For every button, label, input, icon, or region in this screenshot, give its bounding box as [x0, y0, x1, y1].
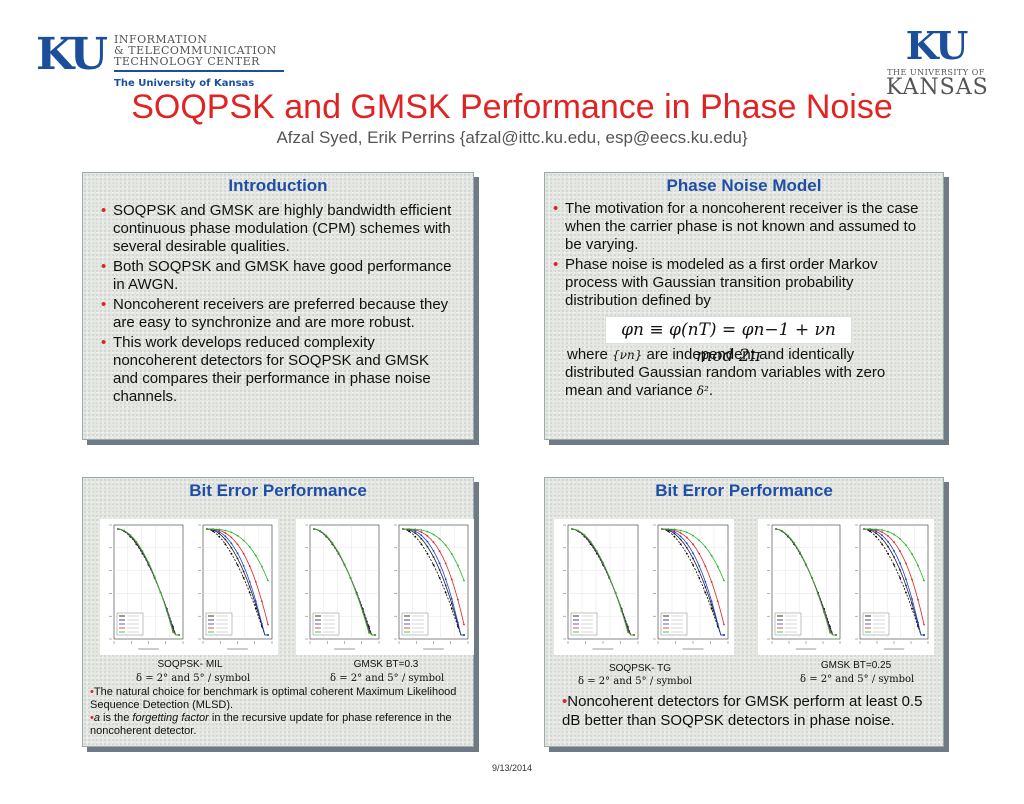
ber-curve [775, 528, 836, 636]
delta-caption-right-b: δ = 2° and 5° / symbol [800, 674, 915, 685]
curve-marker [463, 634, 465, 636]
ber-curve [117, 528, 179, 636]
ku-logo-kansas: KANSAS [886, 75, 989, 100]
ber-curve [207, 528, 269, 625]
list-item: • Noncoherent receivers are preferred bec… [101, 296, 449, 331]
ber-curve [403, 528, 465, 581]
ber-curve [313, 528, 375, 636]
list-item: • Phase noise is modeled as a first order… [553, 256, 878, 309]
ittc-name: INFORMATION & TELECOMMUNICATION TECHNOLO… [114, 33, 277, 68]
caption-gmsk-025: GMSK BT=0.25 [820, 660, 892, 671]
ber-curve [661, 528, 724, 636]
phase-noise-list: • The motivation for a noncoherent receiv… [545, 200, 943, 310]
ber-figure-soqpsk-mil [100, 519, 278, 655]
ber-right-title: Bit Error Performance [655, 481, 833, 500]
ber-curve [207, 528, 269, 581]
delta-caption-left-b: δ = 2° and 5° / symbol [330, 673, 445, 684]
ber-curve [863, 528, 924, 636]
ber-left-title: Bit Error Performance [189, 481, 367, 500]
ku-logo: KU THE UNIVERSITY OF KANSAS [886, 23, 989, 106]
bullet-icon: • [101, 258, 107, 275]
delta-squared-symbol: δ² [696, 384, 709, 398]
poster-title: SOQPSK and GMSK Performance in Phase Noi… [131, 88, 893, 126]
ku-logo-subtitle: THE UNIVERSITY OF [887, 68, 985, 77]
list-item: • The motivation for a noncoherent receiv… [553, 200, 919, 253]
poster-authors: Afzal Syed, Erik Perrins {afzal@ittc.ku.… [276, 128, 748, 147]
ber-curve [661, 528, 724, 636]
phase-noise-title: Phase Noise Model [666, 176, 822, 195]
ber-curve [206, 528, 268, 636]
introduction-list: • SOQPSK and GMSK are highly bandwidth ef… [83, 202, 473, 406]
phase-noise-panel: Phase Noise Model • The motivation for a … [544, 172, 944, 440]
list-item: • This work develops reduced complexity n… [101, 334, 431, 405]
ber-plot-pair [563, 524, 729, 650]
curve-marker [267, 634, 269, 636]
list-item: • SOQPSK and GMSK are highly bandwidth ef… [101, 202, 452, 255]
ber-curve [206, 528, 268, 636]
ber-curve [864, 528, 925, 625]
ber-curve [863, 528, 924, 636]
ber-curve [662, 528, 725, 581]
bullet-icon: • [553, 256, 559, 273]
ber-curve [402, 528, 464, 636]
ber-curve [863, 528, 924, 636]
ittc-divider [114, 70, 284, 72]
ber-curve [402, 528, 464, 636]
caption-soqpsk-tg: SOQPSK- TG [608, 663, 672, 674]
ittc-logo: KU INFORMATION & TELECOMMUNICATION TECHN… [36, 29, 284, 96]
bullet-icon: • [562, 693, 568, 710]
ber-plot-pair [109, 524, 273, 650]
delta-caption-left-a: δ = 2° and 5° / symbol [136, 673, 251, 684]
bullet-icon: • [90, 686, 94, 698]
caption-soqpsk-mil: SOQPSK- MIL [157, 659, 223, 670]
curve-marker [893, 564, 895, 566]
ber-curve [571, 528, 634, 636]
bullet-icon: • [553, 200, 559, 217]
list-item: • Both SOQPSK and GMSK have good performa… [101, 258, 452, 293]
caption-gmsk-03: GMSK BT=0.3 [353, 659, 419, 670]
ber-plot-pair [305, 524, 469, 650]
ber-right-note: •Noncoherent detectors for GMSK perform … [562, 693, 923, 729]
delta-caption-right-a: δ = 2° and 5° / symbol [578, 676, 693, 687]
bullet-icon: • [90, 712, 94, 724]
phase-noise-explanation: where {νn} are independent and identical… [565, 346, 886, 399]
ber-curve [403, 528, 465, 625]
introduction-title: Introduction [228, 176, 328, 195]
ku-monogram: KU [905, 23, 969, 68]
ber-figure-gmsk-03 [296, 519, 474, 655]
bullet-icon: • [101, 202, 107, 219]
ber-plot-pair [767, 524, 929, 650]
nu-symbol: {νn} [612, 348, 643, 362]
phase-noise-equation: φn ≡ φ(nT) = φn−1 + νn mod 2π [605, 316, 852, 366]
ittc-university: The University of Kansas [114, 78, 255, 89]
bullet-icon: • [101, 296, 107, 313]
ber-curve [206, 528, 268, 636]
ber-curve [661, 528, 724, 636]
bullet-icon: • [101, 334, 107, 351]
ber-figure-gmsk-025 [758, 519, 934, 655]
ber-curve [864, 528, 925, 581]
introduction-panel: Introduction • SOQPSK and GMSK are highly… [82, 172, 474, 440]
ber-figure-soqpsk-tg [554, 519, 734, 655]
ittc-ku-monogram: KU [36, 29, 108, 80]
ber-left-note: •The natural choice for benchmark is opt… [90, 686, 457, 737]
ber-curve [402, 528, 464, 636]
ber-curve [662, 528, 725, 625]
poster-date: 9/13/2014 [491, 763, 533, 773]
